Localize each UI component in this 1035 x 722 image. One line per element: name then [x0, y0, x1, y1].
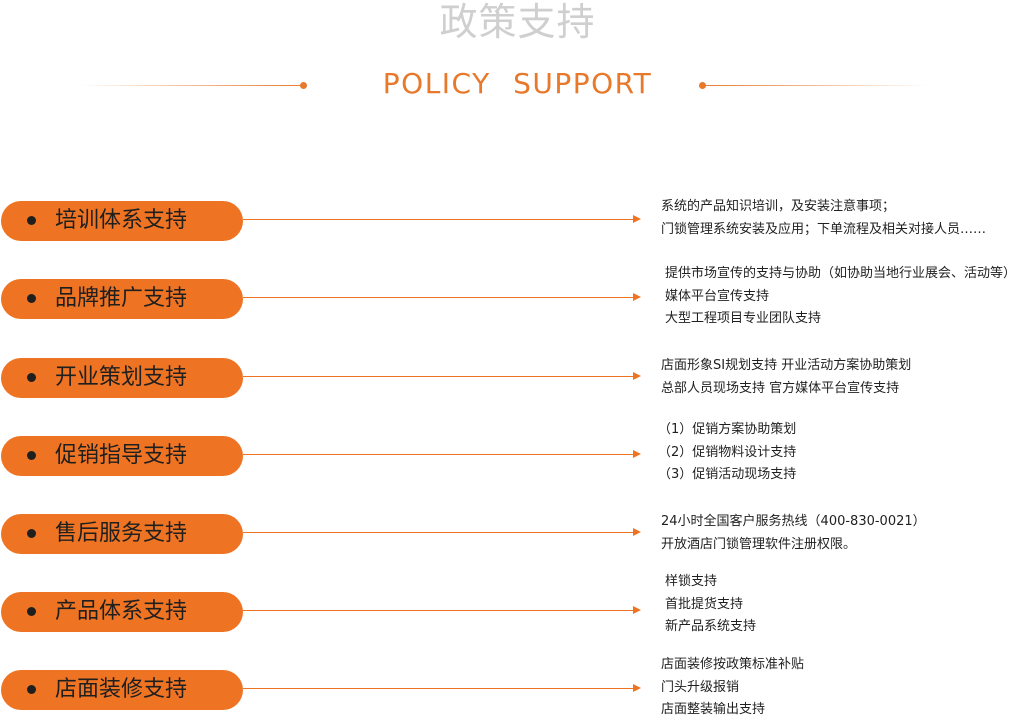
policy-desc-decoration: 店面装修按政策标准补贴 门头升级报销 店面整装输出支持 — [661, 654, 804, 722]
policy-pill-label: 店面装修支持 — [55, 677, 188, 702]
policy-row-promotion: 促销指导支持 — [0, 436, 1035, 476]
policy-pill-label: 产品体系支持 — [55, 599, 188, 624]
policy-pill-label: 品牌推广支持 — [55, 286, 188, 311]
connector-line — [243, 376, 633, 377]
title-divider-right — [700, 85, 928, 86]
policy-pill-after-sales[interactable]: 售后服务支持 — [1, 514, 243, 554]
bullet-dot-icon — [27, 294, 36, 303]
policy-desc-brand: 提供市场宣传的支持与协助（如协助当地行业展会、活动等） 媒体平台宣传支持 大型工… — [665, 263, 1016, 331]
policy-desc-line: 开放酒店门锁管理软件注册权限。 — [661, 536, 857, 552]
policy-row-decoration: 店面装修支持 — [0, 670, 1035, 710]
policy-row-after-sales: 售后服务支持 — [0, 514, 1035, 554]
policy-pill-label: 促销指导支持 — [55, 443, 188, 468]
policy-pill-training[interactable]: 培训体系支持 — [1, 201, 243, 241]
policy-desc-line: 门头升级报销 — [661, 679, 740, 695]
policy-pill-promotion[interactable]: 促销指导支持 — [1, 436, 243, 476]
policy-desc-line: 24小时全国客户服务热线（400-830-0021） — [661, 514, 926, 529]
policy-desc-line: 店面形象SI规划支持 开业活动方案协助策划 — [661, 358, 912, 373]
policy-desc-line: 提供市场宣传的支持与协助（如协助当地行业展会、活动等） — [665, 266, 1017, 281]
policy-pill-product[interactable]: 产品体系支持 — [1, 592, 243, 632]
policy-desc-line: 系统的产品知识培训，及安装注意事项； — [661, 199, 896, 214]
policy-row-brand: 品牌推广支持 — [0, 279, 1035, 319]
connector-line — [243, 688, 633, 689]
policy-desc-line: 大型工程项目专业团队支持 — [665, 311, 822, 326]
connector-line — [243, 297, 633, 298]
policy-desc-line: 样锁支持 — [665, 574, 718, 589]
bullet-dot-icon — [27, 529, 36, 538]
title-divider-dot-left — [300, 82, 307, 89]
policy-desc-line: 门锁管理系统安装及应用；下单流程及相关对接人员…… — [661, 221, 987, 237]
bullet-dot-icon — [27, 607, 36, 616]
connector-line — [243, 610, 633, 611]
policy-desc-line: 总部人员现场支持 官方媒体平台宣传支持 — [661, 380, 900, 396]
arrow-right-icon — [633, 293, 641, 301]
policy-desc-line: 店面装修按政策标准补贴 — [661, 657, 805, 672]
policy-desc-after-sales: 24小时全国客户服务热线（400-830-0021） 开放酒店门锁管理软件注册权… — [661, 511, 926, 556]
bullet-dot-icon — [27, 216, 36, 225]
policy-desc-line: （2）促销物料设计支持 — [658, 444, 797, 460]
policy-pill-label: 培训体系支持 — [55, 208, 188, 233]
connector-line — [243, 219, 633, 220]
policy-desc-opening: 店面形象SI规划支持 开业活动方案协助策划 总部人员现场支持 官方媒体平台宣传支… — [661, 355, 911, 400]
policy-desc-promotion: （1）促销方案协助策划 （2）促销物料设计支持 （3）促销活动现场支持 — [658, 419, 796, 487]
policy-desc-line: 媒体平台宣传支持 — [665, 288, 770, 304]
policy-desc-line: 首批提货支持 — [665, 596, 744, 612]
page-title-en: POLICY SUPPORT — [382, 67, 653, 100]
policy-row-opening: 开业策划支持 — [0, 358, 1035, 398]
policy-pill-opening[interactable]: 开业策划支持 — [1, 358, 243, 398]
policy-desc-line: 店面整装输出支持 — [661, 702, 766, 717]
policy-pill-brand[interactable]: 品牌推广支持 — [1, 279, 243, 319]
bullet-dot-icon — [27, 373, 36, 382]
connector-line — [243, 532, 633, 533]
policy-row-training: 培训体系支持 — [0, 201, 1035, 241]
arrow-right-icon — [633, 372, 641, 380]
policy-desc-line: 新产品系统支持 — [665, 619, 757, 634]
policy-desc-product: 样锁支持 首批提货支持 新产品系统支持 — [665, 571, 756, 639]
title-divider-left — [80, 85, 305, 86]
policy-desc-line: （3）促销活动现场支持 — [658, 467, 797, 482]
page-title-cn: 政策支持 — [439, 0, 596, 44]
arrow-right-icon — [633, 606, 641, 614]
policy-row-product: 产品体系支持 — [0, 592, 1035, 632]
arrow-right-icon — [633, 215, 641, 223]
arrow-right-icon — [633, 450, 641, 458]
policy-pill-label: 售后服务支持 — [55, 521, 188, 546]
policy-pill-decoration[interactable]: 店面装修支持 — [1, 670, 243, 710]
policy-desc-line: （1）促销方案协助策划 — [658, 422, 797, 437]
arrow-right-icon — [633, 684, 641, 692]
bullet-dot-icon — [27, 685, 36, 694]
policy-desc-training: 系统的产品知识培训，及安装注意事项； 门锁管理系统安装及应用；下单流程及相关对接… — [661, 196, 986, 241]
arrow-right-icon — [633, 528, 641, 536]
policy-pill-label: 开业策划支持 — [55, 365, 188, 390]
bullet-dot-icon — [27, 451, 36, 460]
connector-line — [243, 454, 633, 455]
